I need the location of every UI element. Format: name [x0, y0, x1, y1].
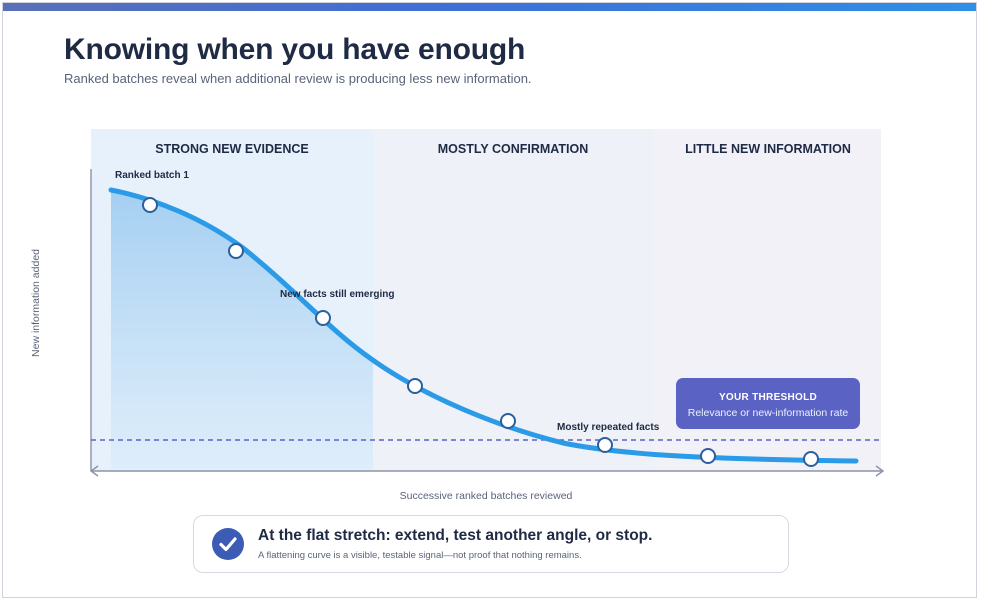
- page-title: Knowing when you have enough: [64, 33, 526, 66]
- batch-point: [142, 197, 158, 213]
- batch-point: [407, 378, 423, 394]
- batch-point: [700, 448, 716, 464]
- annotation-batch-1: Ranked batch 1: [115, 170, 189, 181]
- threshold-subtitle: Relevance or new-information rate: [688, 407, 849, 419]
- batch-point: [803, 451, 819, 467]
- batch-point: [315, 310, 331, 326]
- zone-mostly-confirmation: [373, 129, 653, 471]
- annotation-new-facts: New facts still emerging: [280, 289, 394, 300]
- callout-subtitle: A flattening curve is a visible, testabl…: [258, 550, 582, 561]
- accent-bar: [3, 3, 976, 11]
- diminishing-returns-chart: STRONG NEW EVIDENCE MOSTLY CONFIRMATION …: [30, 129, 885, 502]
- zone-label-confirmation: MOSTLY CONFIRMATION: [438, 142, 588, 156]
- batch-point: [597, 437, 613, 453]
- x-axis-label: Successive ranked batches reviewed: [400, 490, 573, 502]
- x-axis-right-arrow-icon: [875, 465, 885, 477]
- check-circle-icon: [212, 528, 244, 560]
- zone-label-little: LITTLE NEW INFORMATION: [685, 142, 851, 156]
- information-curve: [108, 187, 859, 464]
- y-axis-label: New information added: [30, 249, 42, 357]
- threshold-title: YOUR THRESHOLD: [719, 392, 817, 403]
- annotation-repeated-facts: Mostly repeated facts: [557, 422, 660, 433]
- early-area-fill: [111, 190, 373, 469]
- batch-point: [500, 413, 516, 429]
- takeaway-callout: At the flat stretch: extend, test anothe…: [193, 515, 789, 573]
- threshold-badge: YOUR THRESHOLD Relevance or new-informat…: [676, 378, 860, 429]
- zone-label-strong: STRONG NEW EVIDENCE: [155, 142, 309, 156]
- x-axis-left-arrow-icon: [89, 465, 99, 477]
- page-subtitle: Ranked batches reveal when additional re…: [64, 71, 532, 86]
- callout-title: At the flat stretch: extend, test anothe…: [258, 527, 653, 544]
- batch-point: [228, 243, 244, 259]
